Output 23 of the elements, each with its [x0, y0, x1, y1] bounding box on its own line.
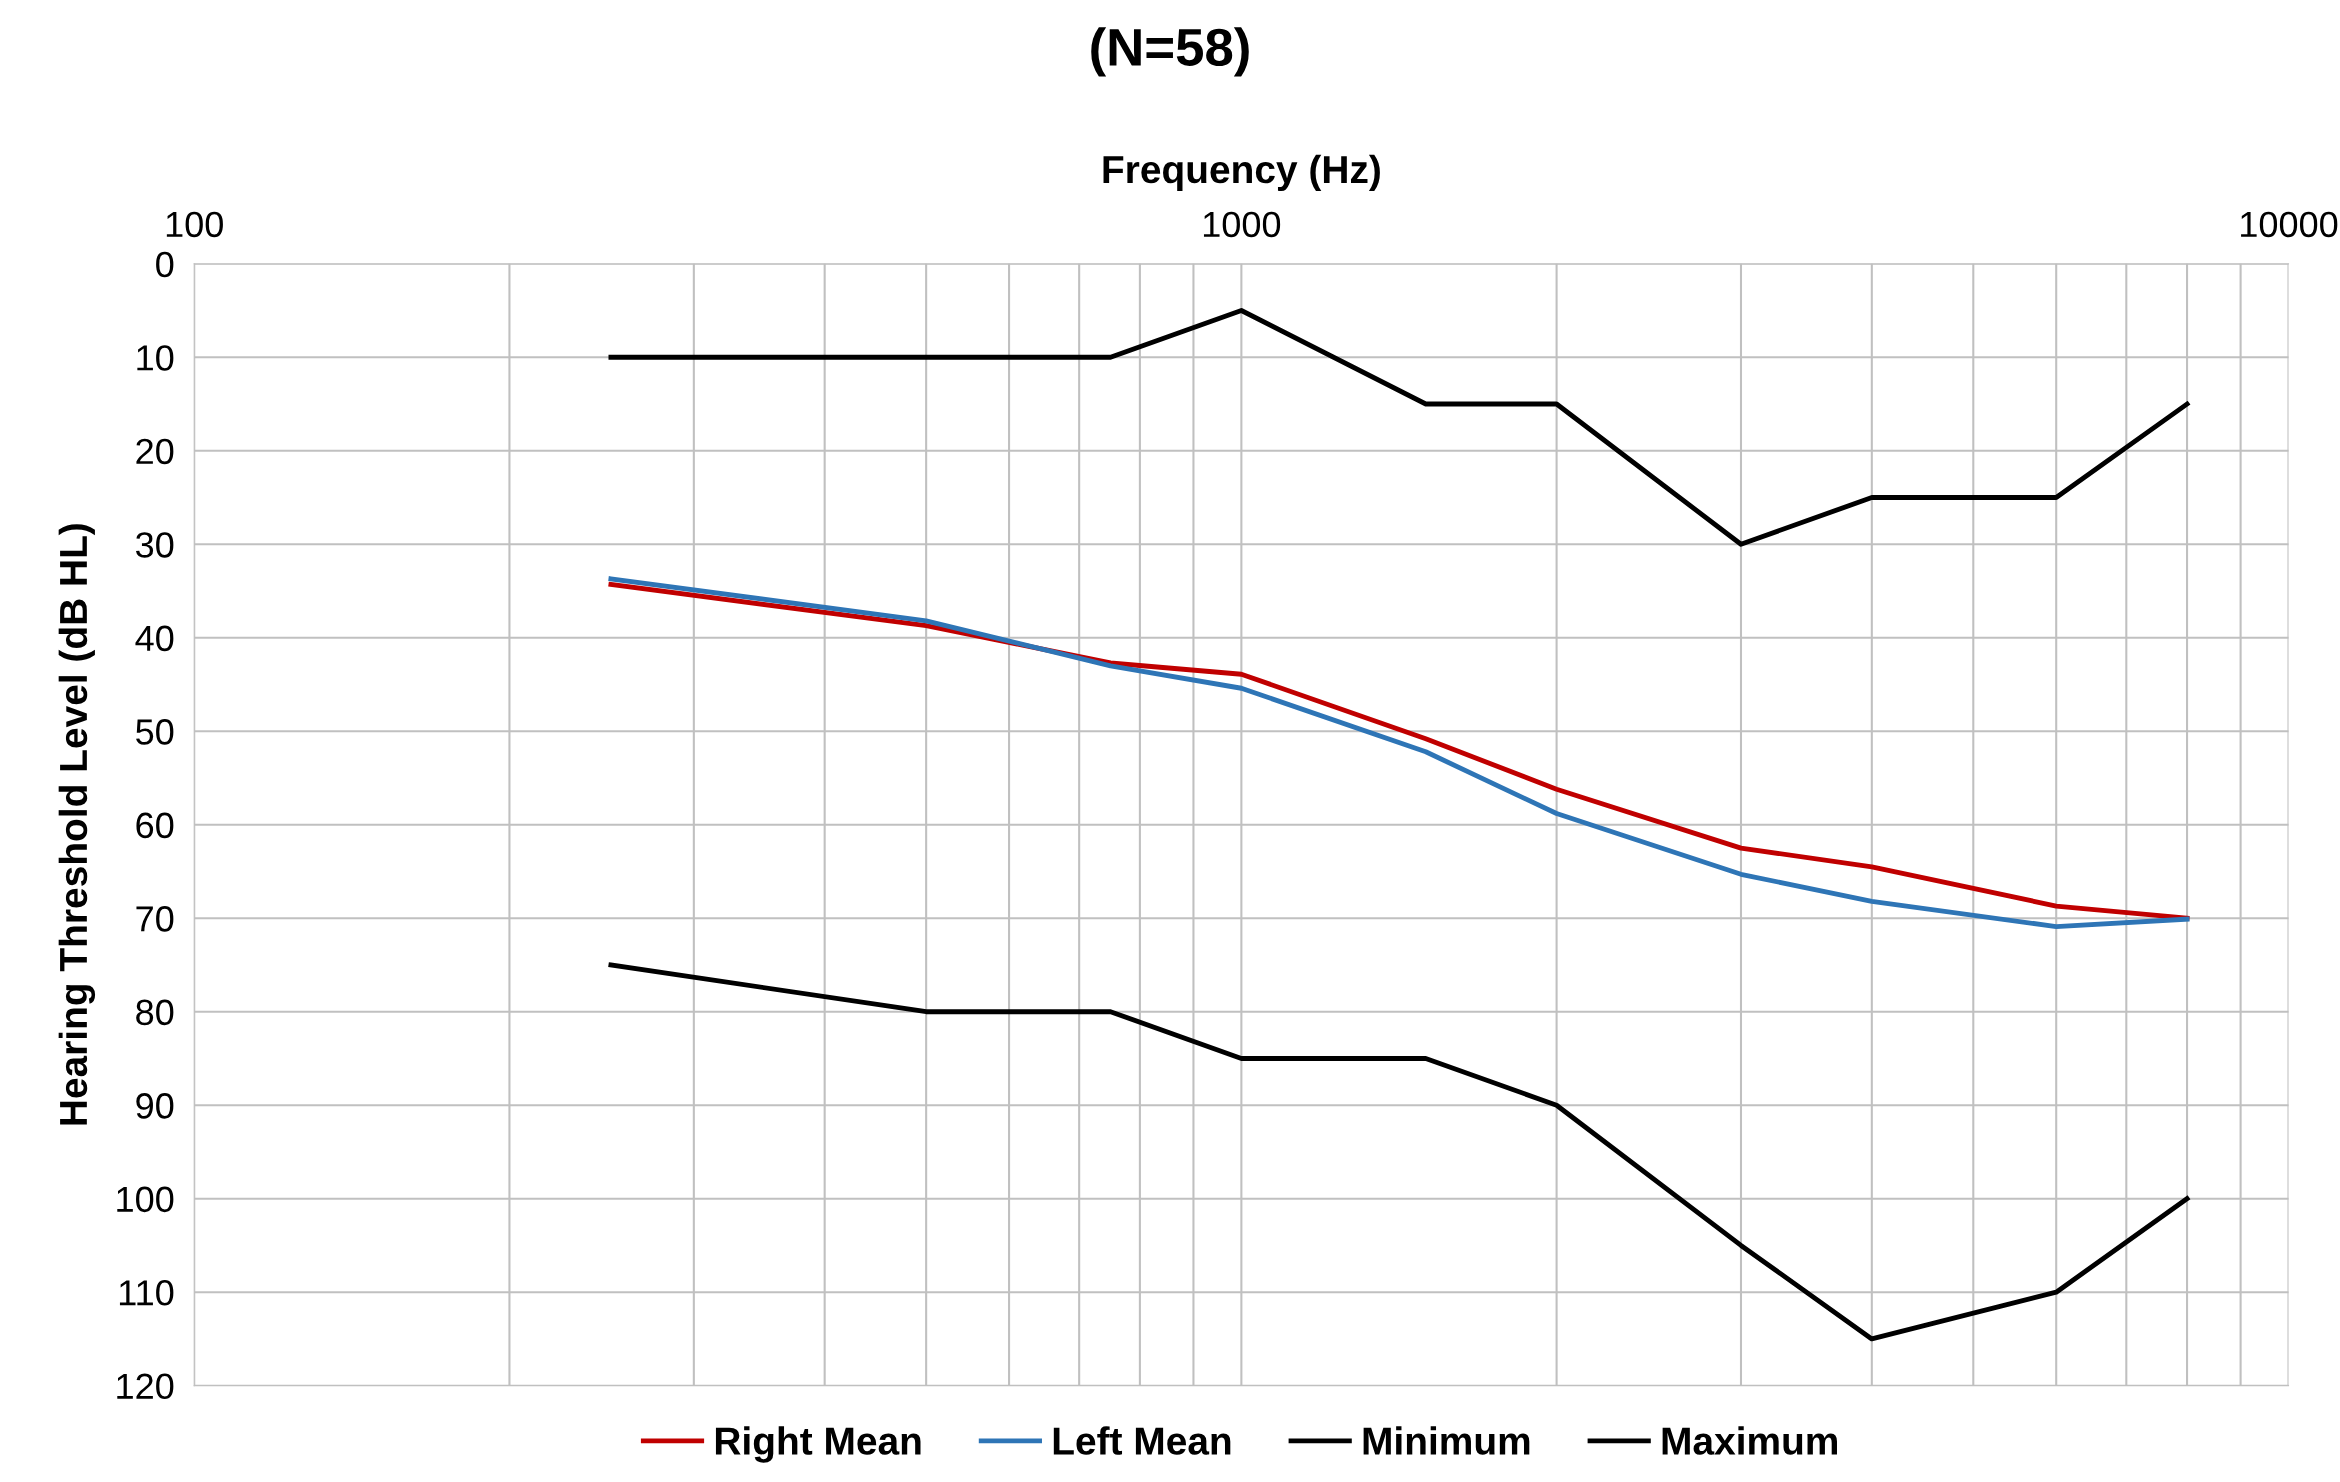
x-tick-label: 100 [166, 211, 223, 238]
y-tick-label: 60 [136, 812, 174, 839]
y-tick-label: 110 [119, 1280, 174, 1306]
y-tick-label: 0 [156, 251, 174, 278]
legend-label: Maximum [1662, 1426, 1837, 1455]
chart-title: (N=58) [1091, 27, 1249, 77]
x-tick-label: 10000 [2241, 211, 2338, 238]
legend-label: Left Mean [1053, 1426, 1231, 1455]
y-tick-label: 30 [135, 532, 174, 558]
legend-label: Minimum [1363, 1426, 1530, 1455]
y-tick-label: 40 [135, 625, 174, 652]
y-tick-label: 20 [136, 438, 174, 465]
x-tick-label: 1000 [1203, 211, 1281, 238]
x-axis-title: Frequency (Hz) [1103, 154, 1380, 191]
y-tick-label: 100 [117, 1186, 174, 1213]
y-tick-label: 50 [136, 719, 174, 745]
y-tick-label: 120 [117, 1373, 174, 1400]
legend-label: Right Mean [715, 1426, 921, 1463]
y-tick-label: 70 [136, 906, 174, 932]
y-tick-label: 10 [137, 345, 174, 371]
y-axis-title: Hearing Threshold Level (dB HL) [58, 524, 96, 1125]
y-tick-label: 90 [136, 1093, 174, 1119]
y-tick-label: 80 [136, 999, 174, 1026]
